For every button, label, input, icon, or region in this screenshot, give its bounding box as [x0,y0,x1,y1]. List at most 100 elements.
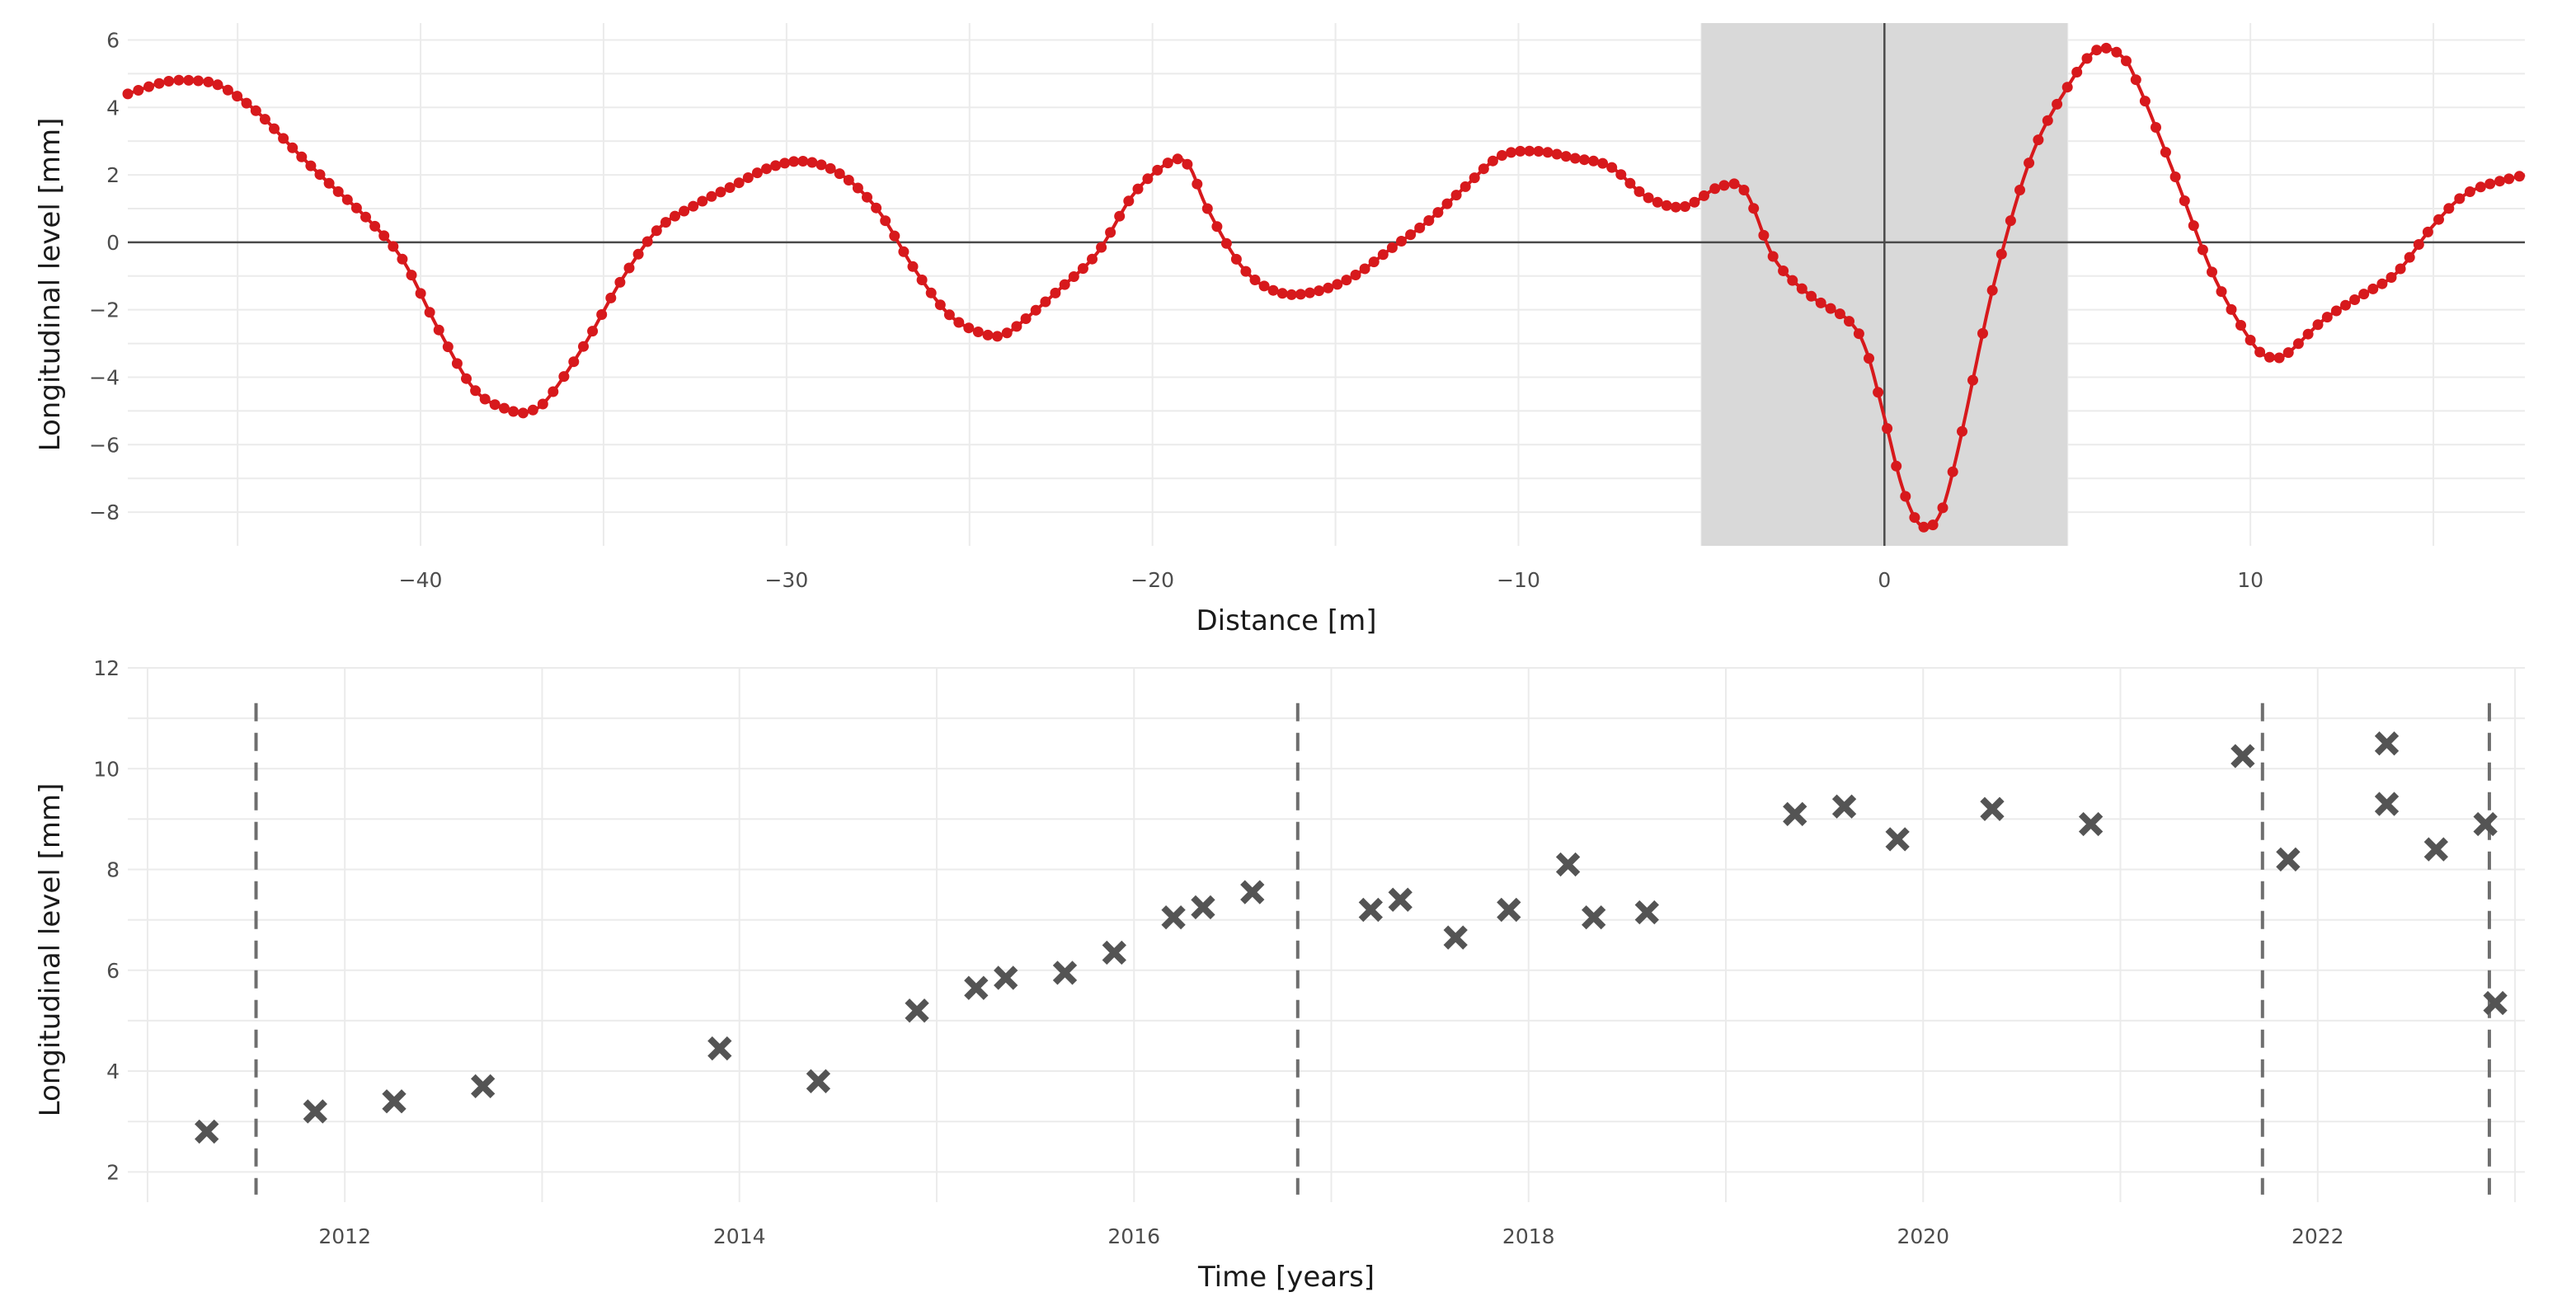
series-point [1588,155,1599,167]
series-point [508,406,519,417]
series-point [153,78,165,89]
series-point [953,317,965,328]
scatter-marker [1358,897,1383,923]
series-point [1077,263,1088,275]
series-point [1873,387,1884,398]
series-point [451,358,463,369]
y-tick-label: 0 [106,231,120,255]
x-tick-label: −10 [1497,568,1540,592]
x-tick-label: 2016 [1107,1224,1160,1248]
series-point [1995,248,2007,260]
series-point [852,182,863,194]
series-point [499,402,510,414]
series-points [122,42,2525,533]
series-point [925,287,937,298]
x-tick-label: 2014 [713,1224,766,1248]
series-point [323,177,335,189]
series-point [1624,177,1636,189]
series-point [788,156,800,167]
series-point [1123,195,1135,207]
series-point [2061,82,2073,93]
series-point [1142,173,1154,185]
series-point [287,142,298,153]
series-point [341,194,353,205]
scatter-marker [382,1089,407,1114]
series-point [2386,272,2397,283]
series-point [1918,521,1930,533]
series-point [1001,327,1013,339]
scatter-marker [2374,731,2400,756]
series-point [1661,200,1672,211]
series-point [2330,305,2342,317]
series-point [982,329,994,341]
scatter-marker [994,966,1018,990]
series-point [296,151,308,162]
series-point [558,371,570,383]
series-point [1423,215,1435,226]
x-tick-labels: −40 −30 −20 −10 0 10 [399,568,2263,592]
series-point [433,324,444,336]
series-point [1524,145,1535,157]
series-point [797,156,809,167]
series-point [2071,67,2083,78]
scatter-marker [1052,961,1078,985]
y-axis-title: Longitudinal level [mm] [34,118,67,452]
series-point [1497,150,1507,161]
y-tick-label: 12 [93,656,120,680]
series-point [1432,207,1444,218]
series-point [241,97,252,109]
series-point [2014,185,2025,195]
series-point [1314,285,1325,297]
y-tick-label: 2 [106,163,120,187]
series-point [2033,134,2044,146]
scatter-marker [1443,925,1468,950]
series-point [1569,153,1581,164]
scatter-marker [964,975,989,1000]
scatter-marker [2276,847,2301,872]
series-point [1487,155,1498,167]
series-point [880,215,891,227]
series-point [183,74,195,86]
series-point [1405,229,1417,241]
series-point [889,230,900,242]
series-point [1542,147,1554,158]
series-point [1634,186,1645,197]
y-axis-title: Longitudinal level [mm] [34,783,67,1117]
series-point [2216,286,2227,298]
series-point [568,356,580,368]
scatter-marker [1634,900,1659,925]
series-point [2340,299,2351,311]
series-point [2042,115,2053,126]
x-axis-title: Distance [m] [1196,604,1376,637]
series-point [2188,220,2199,232]
series-point [369,220,381,232]
series-point [2443,203,2455,214]
series-point [1087,253,1098,265]
series-point [1927,519,1939,531]
series-point [816,159,827,171]
scatter-marker [1582,905,1606,930]
series-point [1597,157,1609,169]
series-point [916,275,928,285]
series-point [1295,289,1306,300]
series-point [314,169,326,181]
series-point [1699,190,1709,201]
series-point [825,162,836,174]
series-point [2169,172,2181,182]
series-point [1900,491,1911,502]
series-point [1670,201,1681,213]
series-point [1478,163,1489,175]
series-point [461,373,472,384]
series-point [1709,183,1721,195]
series-point [697,195,708,207]
scatter-marker [1831,794,1857,819]
y-tick-label: 4 [106,1060,120,1083]
series-point [660,217,671,228]
scatter-marker [1161,905,1186,930]
scatter-marker [303,1099,327,1124]
series-point [1105,227,1116,238]
series-point [1778,265,1789,276]
series-point [1728,178,1740,190]
series-point [222,84,233,96]
series-point [605,292,617,303]
